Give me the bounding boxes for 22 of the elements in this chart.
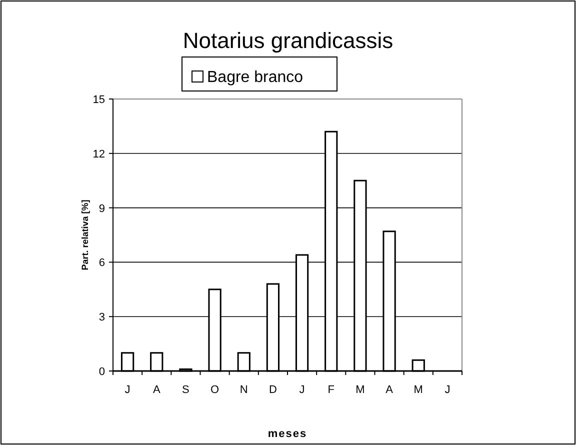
x-tick-label: J (299, 384, 305, 396)
legend-label: Bagre branco (207, 69, 304, 86)
x-tick-label: M (356, 384, 365, 396)
x-tick-label: M (414, 384, 423, 396)
y-tick-label: 9 (98, 202, 105, 215)
x-axis-title: meses (268, 428, 308, 440)
x-tick-label: F (328, 384, 335, 396)
x-tick-label: D (268, 384, 277, 396)
x-tick-label: N (240, 384, 248, 396)
x-tick-label: O (210, 384, 220, 396)
y-tick-label: 0 (98, 366, 105, 378)
y-tick-label: 3 (98, 312, 105, 324)
x-tick-label: A (152, 384, 161, 396)
x-tick-label: J (124, 384, 130, 396)
x-tick-label: J (444, 384, 450, 396)
y-tick-label: 6 (98, 257, 105, 270)
y-tick-label: 12 (92, 148, 105, 160)
y-tick-label: 15 (92, 94, 105, 106)
chart-title: Notarius grandicassis (182, 28, 394, 53)
x-tick-label: S (182, 384, 190, 396)
y-axis-title: Part. relativa [%] (80, 200, 90, 270)
x-tick-label: A (386, 384, 394, 396)
